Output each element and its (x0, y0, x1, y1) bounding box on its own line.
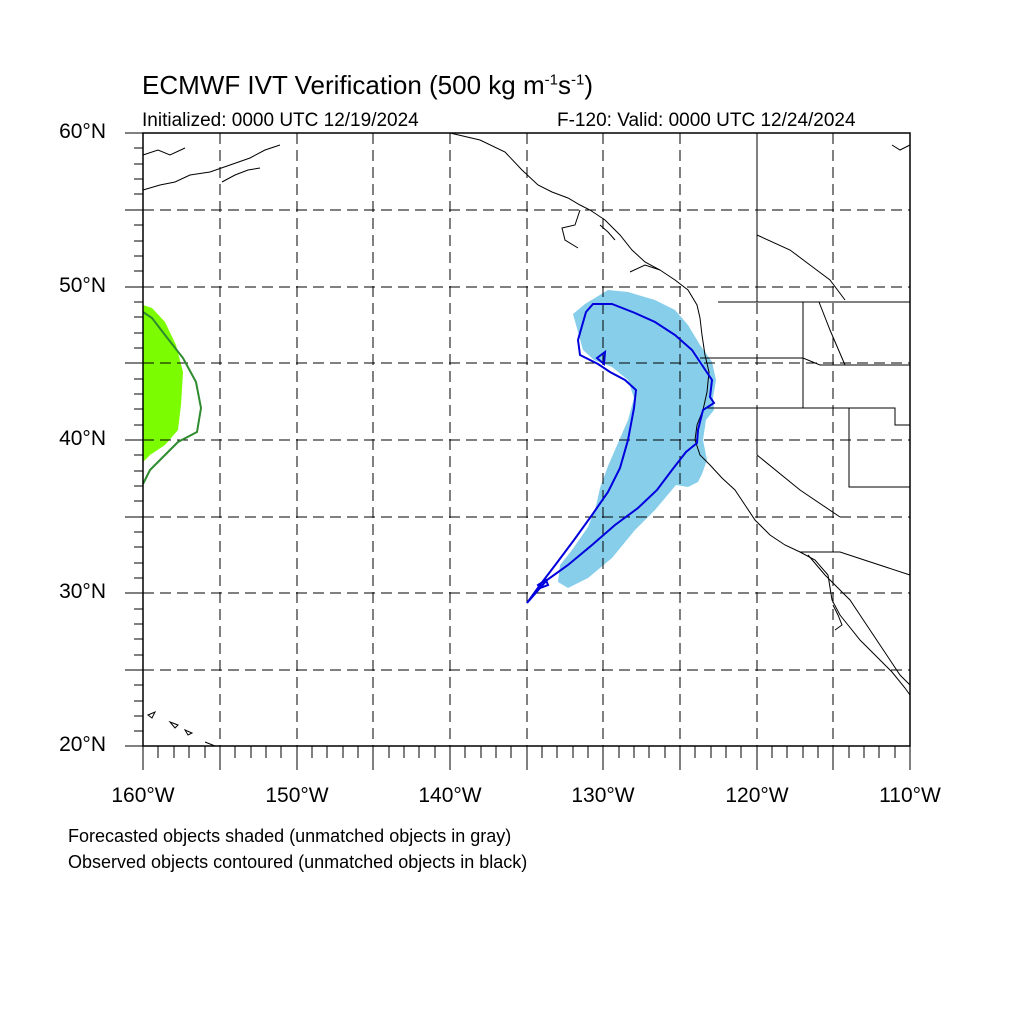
observed-object-blue (526, 303, 716, 604)
forecast-object-blue (558, 290, 716, 588)
forecast-object-green (143, 305, 183, 462)
lon-label-120w: 120°W (725, 784, 789, 807)
initialized-label: Initialized: 0000 UTC 12/19/2024 (142, 110, 419, 131)
political-boundaries (700, 133, 911, 576)
lat-label-60n: 60°N (59, 120, 106, 143)
chart-title: ECMWF IVT Verification (500 kg m-1s-1) (142, 70, 593, 100)
tick-marks (125, 132, 911, 770)
lon-label-150w: 150°W (265, 784, 329, 807)
lat-label-30n: 30°N (59, 580, 106, 603)
lat-label-50n: 50°N (59, 274, 106, 297)
observed-object-blue-small (536, 578, 550, 590)
lon-label-130w: 130°W (571, 784, 635, 807)
lon-label-110w: 110°W (879, 784, 941, 807)
grid-lines (143, 133, 910, 746)
valid-time-label: F-120: Valid: 0000 UTC 12/24/2024 (557, 110, 856, 131)
observed-note: Observed objects contoured (unmatched ob… (68, 852, 528, 872)
lon-label-140w: 140°W (418, 784, 482, 807)
lon-label-160w: 160°W (111, 784, 175, 807)
lat-label-40n: 40°N (59, 427, 106, 450)
observed-object-blue-notch (595, 349, 607, 367)
lat-label-20n: 20°N (59, 733, 106, 756)
observed-object-green (142, 311, 203, 485)
forecast-note: Forecasted objects shaded (unmatched obj… (68, 826, 512, 846)
